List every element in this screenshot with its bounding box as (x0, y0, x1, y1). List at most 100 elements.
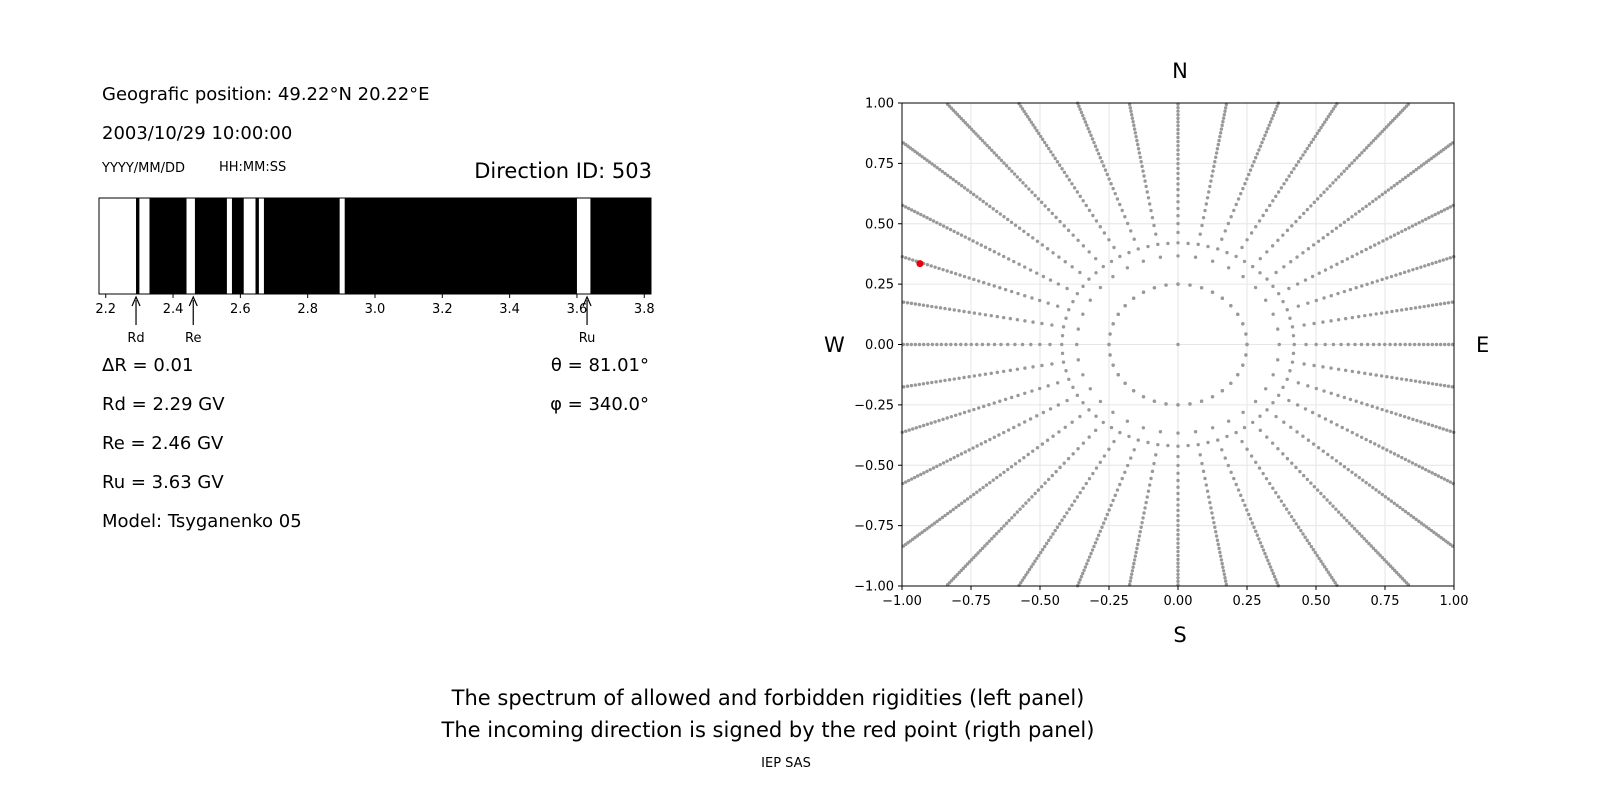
direction-point (1001, 315, 1006, 320)
direction-point (1107, 447, 1111, 451)
direction-point (1029, 120, 1033, 124)
direction-point (1359, 435, 1364, 439)
direction-point (1400, 377, 1404, 381)
direction-point (1125, 419, 1130, 423)
direction-point (1395, 309, 1399, 313)
direction-point (1305, 538, 1309, 543)
direction-point (1342, 395, 1347, 400)
direction-point (982, 280, 986, 285)
direction-point (1367, 541, 1371, 546)
direction-point (953, 413, 958, 418)
direction-point (1284, 178, 1289, 182)
direction-point (1427, 158, 1431, 162)
direction-point (1042, 544, 1047, 549)
direction-point (915, 151, 920, 155)
direction-point (909, 383, 914, 388)
direction-point (1007, 166, 1011, 171)
direction-point (1427, 469, 1431, 473)
direction-point (1156, 242, 1160, 247)
direction-point (1176, 561, 1180, 565)
direction-point (1424, 467, 1428, 472)
direction-point (1301, 211, 1306, 216)
direction-point (1158, 430, 1163, 434)
direction-point (1146, 244, 1150, 249)
direction-point (945, 226, 949, 230)
direction-point (1079, 574, 1084, 579)
direction-point (1222, 572, 1227, 577)
direction-point (1023, 366, 1027, 370)
direction-point (1407, 226, 1411, 230)
direction-point (1342, 464, 1347, 469)
direction-point (992, 250, 997, 254)
direction-point (1133, 131, 1138, 135)
direction-point (1321, 236, 1325, 240)
direction-point (904, 429, 908, 433)
direction-point (904, 480, 908, 484)
direction-point (1176, 557, 1180, 562)
direction-point (1276, 291, 1281, 296)
direction-point (965, 123, 970, 127)
direction-point (1176, 187, 1180, 192)
direction-point (1356, 370, 1361, 375)
direction-point (1017, 226, 1022, 230)
direction-point (1360, 534, 1364, 538)
direction-point (1267, 123, 1271, 127)
direction-point (901, 141, 906, 145)
direction-point (947, 378, 952, 382)
direction-x-tick-label: 0.75 (1371, 594, 1400, 609)
direction-point (974, 553, 978, 557)
direction-point (962, 186, 967, 190)
direction-point (1176, 152, 1180, 157)
direction-point (1379, 374, 1384, 378)
direction-point (1118, 254, 1122, 259)
direction-point (907, 428, 911, 432)
direction-point (1328, 184, 1332, 188)
direction-point (987, 539, 992, 543)
direction-point (1176, 200, 1180, 204)
direction-point (1376, 551, 1380, 555)
direction-point (1264, 130, 1269, 134)
direction-point (927, 160, 932, 164)
direction-point (1056, 403, 1061, 407)
direction-point (1015, 510, 1020, 514)
direction-point (1323, 342, 1327, 347)
direction-point (904, 205, 908, 209)
direction-point (1176, 206, 1180, 211)
direction-point (1164, 283, 1168, 287)
direction-point (1241, 410, 1245, 415)
direction-point (1385, 276, 1389, 280)
re-value: Re = 2.46 GV (102, 433, 224, 454)
direction-point (1229, 381, 1233, 386)
direction-point (1040, 321, 1044, 326)
direction-point (1261, 137, 1266, 141)
direction-point (1199, 399, 1204, 403)
direction-point (1131, 296, 1136, 300)
direction-point (967, 276, 971, 280)
direction-point (922, 471, 926, 475)
direction-point (1274, 194, 1278, 199)
direction-point (949, 270, 954, 275)
direction-point (1016, 393, 1020, 398)
direction-point (1212, 520, 1216, 525)
direction-point (1116, 312, 1120, 317)
direction-point (1299, 156, 1303, 161)
direction-point (1362, 537, 1366, 541)
direction-point (1045, 438, 1050, 442)
direction-point (1432, 530, 1436, 535)
direction-point (1334, 459, 1339, 463)
direction-point (1306, 438, 1311, 442)
direction-point (1336, 367, 1341, 371)
direction-point (1229, 303, 1233, 308)
direction-point (1208, 500, 1212, 505)
direction-point (1048, 407, 1053, 411)
direction-point (946, 511, 950, 516)
direction-point (1043, 481, 1047, 485)
direction-point (1024, 573, 1028, 577)
direction-point (904, 256, 908, 260)
direction-point (1417, 519, 1421, 524)
direction-point (1296, 160, 1301, 164)
direction-point (972, 492, 976, 497)
direction-point (1210, 511, 1214, 515)
direction-point (1031, 562, 1035, 566)
direction-point (1340, 259, 1344, 264)
